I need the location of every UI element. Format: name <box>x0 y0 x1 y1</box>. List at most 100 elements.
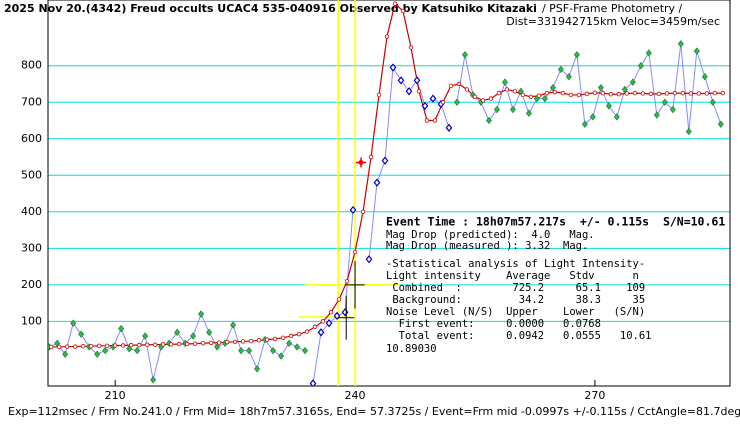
data-point <box>238 346 245 355</box>
model-point <box>472 94 478 99</box>
data-point <box>102 346 109 355</box>
model-point <box>448 83 454 89</box>
data-point <box>397 76 405 85</box>
data-point <box>661 98 668 106</box>
subtitle-2: Dist=331942715km Veloc=3459m/sec <box>506 15 720 28</box>
data-point <box>190 332 197 340</box>
x-tick-label: 240 <box>345 389 366 402</box>
model-point <box>248 338 254 344</box>
model-point <box>560 90 566 96</box>
data-point <box>174 328 181 336</box>
data-point <box>317 328 325 337</box>
note-line: Noise Level (N/S) Upper Lower (S/N) <box>386 306 645 318</box>
data-point <box>493 105 500 114</box>
model-point <box>384 34 390 39</box>
data-point <box>254 365 261 373</box>
data-point <box>637 62 644 70</box>
model-point <box>120 343 126 348</box>
model-point <box>400 8 406 14</box>
model-point <box>168 342 174 347</box>
model-point <box>200 341 206 346</box>
note-line: Mag Drop (measured ): 3.32 Mag. <box>386 240 588 252</box>
model-point <box>264 337 270 342</box>
data-point <box>693 47 700 55</box>
model-point <box>232 339 238 345</box>
model-point <box>680 90 686 96</box>
model-point <box>376 92 382 98</box>
model-point <box>440 100 446 105</box>
model-point <box>656 91 662 97</box>
data-point <box>309 379 317 386</box>
model-point <box>432 118 438 123</box>
data-point <box>349 205 357 215</box>
model-point <box>544 90 550 96</box>
data-point <box>405 87 413 96</box>
data-point <box>70 319 77 327</box>
model-point <box>152 342 158 347</box>
data-point <box>445 123 453 132</box>
data-point <box>485 116 492 125</box>
data-point <box>469 91 476 99</box>
data-point <box>214 343 221 351</box>
data-point <box>541 94 548 103</box>
model-point <box>640 91 646 96</box>
data-point <box>246 346 253 355</box>
data-point <box>597 83 604 92</box>
note-line: Total event: 0.0942 0.0555 10.61 <box>386 330 652 342</box>
model-point <box>504 87 510 92</box>
y-tick-label: 100 <box>21 314 42 327</box>
model-point <box>688 91 694 96</box>
data-point <box>413 76 421 85</box>
model-point <box>80 343 86 349</box>
data-point <box>509 105 516 114</box>
data-point <box>198 310 205 318</box>
model-point <box>64 344 70 349</box>
y-tick-label: 600 <box>21 132 42 145</box>
model-point <box>312 324 318 330</box>
model-point <box>672 90 678 96</box>
data-point <box>685 127 692 136</box>
series-line <box>456 43 722 132</box>
data-point <box>549 83 556 92</box>
data-point <box>605 102 612 110</box>
model-point <box>408 45 414 50</box>
data-point <box>62 350 69 358</box>
y-tick-label: 700 <box>21 95 42 108</box>
model-point <box>464 87 470 92</box>
model-point <box>496 90 502 96</box>
model-point <box>696 91 702 96</box>
model-point <box>72 344 78 349</box>
event-star-dot <box>358 160 364 166</box>
plot-area <box>48 0 726 386</box>
model-point <box>512 89 518 94</box>
note-line: Combined : 725.2 65.1 109 <box>386 282 645 294</box>
model-point <box>176 341 182 347</box>
model-point <box>520 92 526 98</box>
data-point <box>365 255 373 264</box>
data-point <box>206 328 213 336</box>
data-point <box>669 105 676 114</box>
note-line: Event Time : 18h07m57.217s +/- 0.115s S/… <box>386 215 725 229</box>
model-point <box>368 154 374 160</box>
model-point <box>128 342 134 348</box>
note-line: -Statistical analysis of Light Intensity… <box>386 258 645 270</box>
data-point <box>421 101 429 111</box>
data-point <box>230 321 237 329</box>
x-tick-label: 270 <box>584 389 605 402</box>
model-point <box>56 344 62 350</box>
model-point <box>280 335 286 340</box>
data-point <box>78 330 85 338</box>
model-point <box>344 278 350 284</box>
model-point <box>296 331 302 337</box>
model-point <box>160 342 166 347</box>
chart-title: 2025 Nov 20.(4342) Freud occults UCAC4 5… <box>4 2 537 15</box>
model-point <box>304 329 310 334</box>
model-point <box>224 339 230 345</box>
note-line: 10.89030 <box>386 343 437 355</box>
header: 2025 Nov 20.(4342) Freud occults UCAC4 5… <box>4 2 683 15</box>
model-point <box>664 91 670 96</box>
model-point <box>416 89 422 94</box>
model-point <box>256 338 262 343</box>
